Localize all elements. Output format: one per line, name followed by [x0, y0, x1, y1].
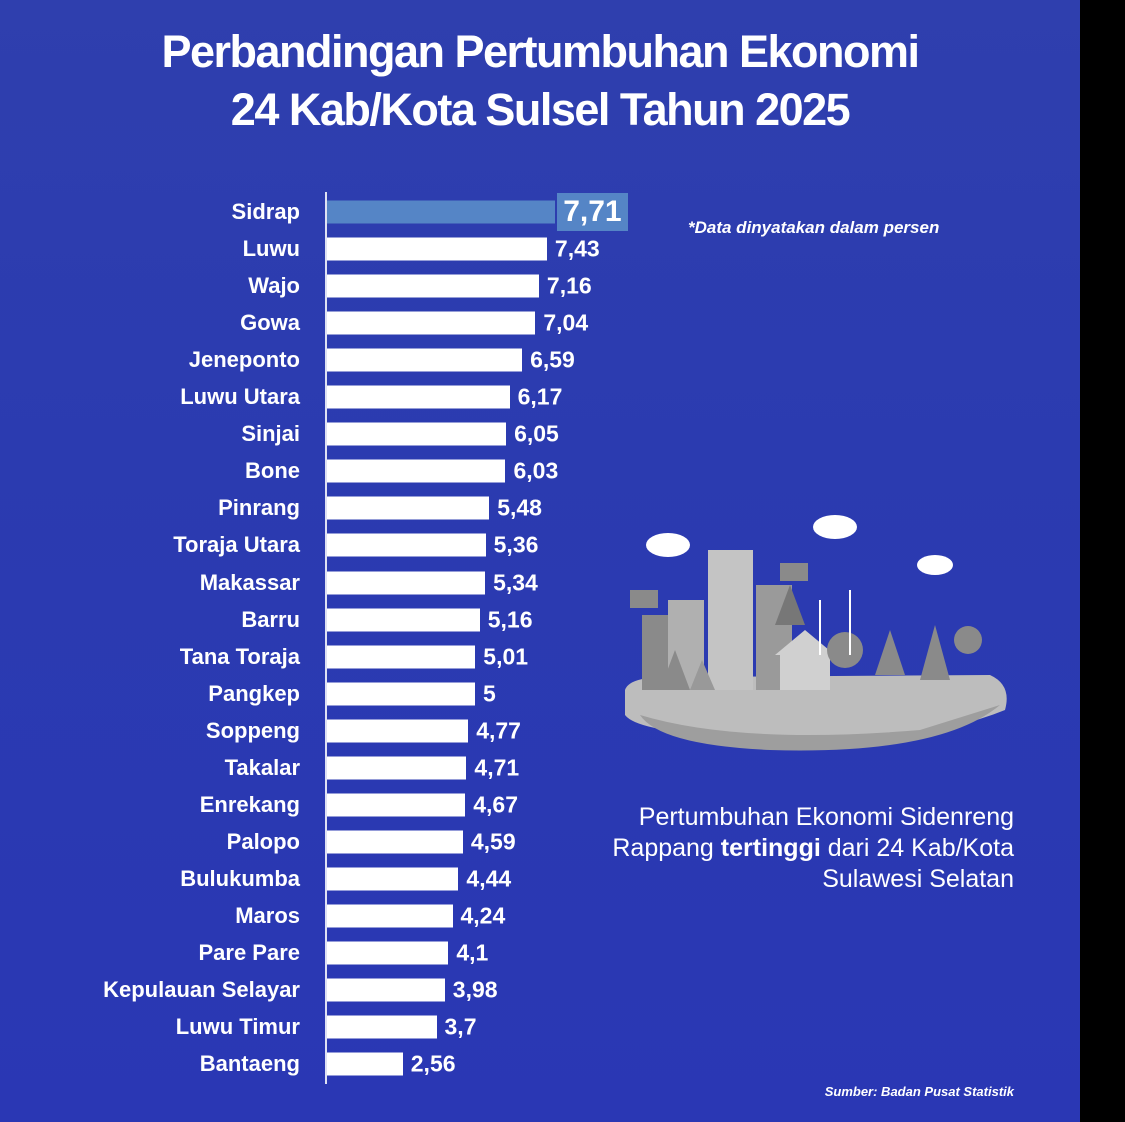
- description: Pertumbuhan Ekonomi Sidenreng Rappang te…: [554, 802, 1014, 895]
- value-label: 3,7: [444, 1013, 477, 1040]
- bar: [327, 941, 449, 965]
- value-label: 4,59: [470, 828, 516, 855]
- value-label: 4,1: [456, 939, 489, 966]
- bar: [327, 1015, 437, 1039]
- value-label: 5,34: [493, 569, 538, 595]
- bar: [327, 978, 445, 1002]
- value-label: 7,04: [543, 309, 589, 336]
- category-label: Pinrang: [218, 495, 300, 521]
- bar: [327, 756, 467, 780]
- value-label: 6,05: [514, 420, 559, 447]
- bar: [327, 348, 523, 372]
- bar: [327, 571, 486, 594]
- value-label: 5,16: [487, 606, 533, 633]
- category-label: Toraja Utara: [173, 532, 300, 558]
- infographic: Perbandingan Pertumbuhan Ekonomi 24 Kab/…: [0, 0, 1080, 1122]
- category-label: Sinjai: [241, 421, 300, 447]
- bar: [327, 533, 486, 557]
- category-label: Sidrap: [231, 199, 300, 224]
- category-label: Enrekang: [199, 791, 300, 817]
- value-label: 4,67: [473, 791, 518, 818]
- value-label: 4,77: [476, 717, 521, 744]
- bar: [327, 682, 475, 706]
- bar: [327, 385, 510, 409]
- category-label: Luwu Utara: [180, 384, 300, 410]
- title-line-1: Perbandingan Pertumbuhan Ekonomi: [161, 26, 920, 77]
- value-label: 6,17: [517, 383, 563, 410]
- value-label: 7,43: [554, 235, 600, 262]
- value-label: 5: [483, 680, 496, 707]
- value-label: 2,56: [410, 1050, 456, 1077]
- description-text-2: dari 24 Kab/Kota Sulawesi Selatan: [820, 834, 1014, 893]
- category-label: Maros: [235, 902, 300, 928]
- value-label: 7,71: [557, 193, 628, 231]
- category-label: Jeneponto: [188, 347, 300, 373]
- bar: [327, 274, 539, 298]
- bar: [327, 200, 556, 224]
- bar: [327, 830, 463, 854]
- bar: [327, 237, 547, 261]
- bar: [327, 719, 469, 743]
- y-axis-line: [325, 192, 327, 1084]
- category-label: Wajo: [248, 273, 300, 299]
- unit-note: *Data dinyatakan dalam persen: [688, 218, 940, 237]
- bar: [327, 311, 536, 335]
- value-label: 3,98: [452, 976, 498, 1003]
- value-label: 5,48: [497, 494, 542, 521]
- bar: [327, 608, 480, 632]
- value-label: 5,01: [483, 643, 529, 670]
- bar: [327, 1052, 403, 1076]
- category-label: Kepulauan Selayar: [103, 977, 300, 1003]
- value-label: 7,16: [546, 272, 592, 299]
- category-label: Bulukumba: [180, 865, 300, 891]
- category-label: Makassar: [199, 569, 300, 595]
- category-label: Soppeng: [205, 717, 300, 743]
- category-label: Pangkep: [208, 680, 300, 706]
- category-label: Luwu Timur: [175, 1014, 300, 1040]
- category-label: Barru: [241, 606, 300, 632]
- category-label: Palopo: [226, 828, 300, 854]
- bar: [327, 793, 466, 817]
- bar: [327, 422, 507, 446]
- value-label: 6,59: [530, 346, 575, 373]
- title-line-2: 24 Kab/Kota Sulsel Tahun 2025: [230, 84, 851, 135]
- category-label: Bone: [245, 458, 300, 484]
- bar: [327, 496, 490, 520]
- bar: [327, 645, 476, 669]
- category-label: Pare Pare: [198, 940, 300, 965]
- bar: [327, 459, 506, 483]
- description-text-1: Pertumbuhan Ekonomi Sidenreng Rappang: [612, 803, 1014, 862]
- value-label: 5,36: [493, 531, 539, 558]
- value-label: 4,44: [466, 865, 512, 892]
- value-label: 4,71: [474, 754, 520, 781]
- category-label: Luwu: [242, 236, 300, 262]
- category-label: Gowa: [240, 310, 300, 336]
- city-illustration-icon: [625, 515, 1007, 751]
- category-label: Takalar: [224, 754, 300, 780]
- value-label: 4,24: [460, 902, 506, 929]
- bar: [327, 867, 459, 891]
- source-credit: Sumber: Badan Pusat Statistik: [824, 1084, 1014, 1099]
- category-label: Bantaeng: [199, 1051, 300, 1077]
- description-bold: tertinggi: [720, 834, 821, 862]
- bar: [327, 904, 453, 928]
- category-label: Tana Toraja: [179, 643, 300, 669]
- value-label: 6,03: [513, 457, 559, 484]
